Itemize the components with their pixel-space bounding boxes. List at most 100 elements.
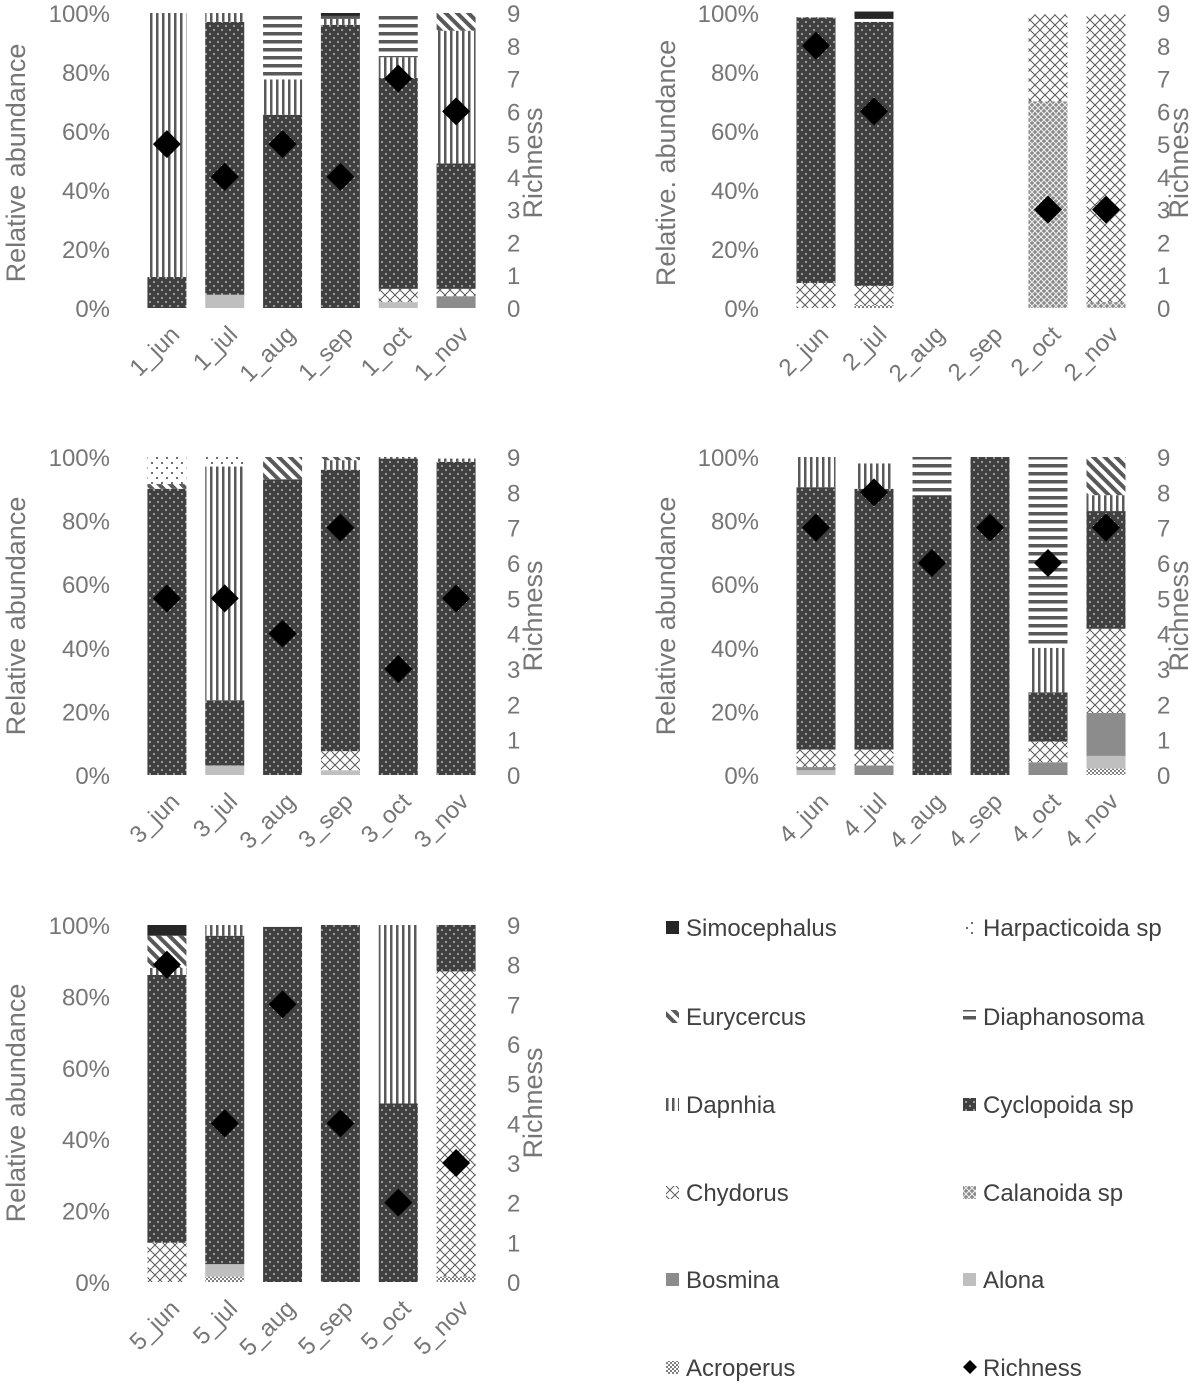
legend-label-chydorus: Chydorus — [686, 1180, 789, 1207]
y2-tick-label: 6 — [1157, 551, 1170, 578]
y-tick-label: 80% — [62, 60, 110, 87]
bar-segment-dapnhia — [205, 925, 245, 936]
y2-tick-label: 4 — [1157, 622, 1170, 649]
richness-marker — [442, 97, 471, 126]
bar-segment-bosmina — [854, 765, 894, 775]
bar-segment-dapnhia — [378, 925, 418, 1104]
legend-swatch-acroperus — [666, 1361, 679, 1374]
y2-tick-label: 0 — [1157, 763, 1170, 790]
y2-tick-label: 0 — [507, 296, 520, 323]
richness-marker — [384, 64, 413, 93]
bar-segment-dapnhia — [1028, 647, 1068, 693]
x-tick-label: 4_nov — [1059, 788, 1124, 853]
richness-marker — [326, 1109, 355, 1138]
x-tick-label: 1_aug — [235, 321, 301, 387]
richness-marker — [802, 513, 830, 542]
legend-swatch-dapnhia — [666, 1098, 679, 1111]
richness-marker — [1034, 549, 1062, 577]
bar-segment-cyclopoida-sp — [320, 469, 360, 752]
y2-tick-label: 8 — [1157, 34, 1170, 61]
bar-segment-dapnhia — [1086, 495, 1126, 512]
bar-segment-cyclopoida-sp — [320, 925, 360, 1282]
richness-marker — [1092, 513, 1120, 542]
legend-label-richness: Richness — [983, 1355, 1082, 1382]
y2-tick-label: 5 — [1157, 586, 1170, 613]
x-tick-label: 3_sep — [293, 788, 358, 853]
legend-swatch-chydorus — [666, 1186, 679, 1199]
bar-segment-simocephalus — [147, 925, 187, 936]
y2-tick-label: 4 — [507, 622, 520, 649]
legend-swatch-calanoida-sp — [963, 1186, 976, 1199]
bar-segment-chydorus — [378, 288, 418, 303]
bar-segment-bosmina — [1086, 712, 1126, 756]
bar-segment-cyclopoida-sp — [205, 700, 245, 766]
y2-tick-label: 3 — [507, 1151, 520, 1178]
x-tick-label: 5_nov — [409, 1295, 474, 1360]
y2-tick-label: 1 — [1157, 263, 1170, 290]
legend-swatch-cyclopoida-sp — [963, 1098, 976, 1111]
x-tick-label: 2_oct — [1006, 321, 1067, 382]
bar-segment-diaphanosoma — [320, 15, 360, 19]
y-tick-label: 60% — [711, 572, 759, 599]
bar-segment-dapnhia — [378, 457, 418, 459]
x-tick-label: 5_aug — [235, 1295, 301, 1361]
x-tick-label: 2_aug — [884, 321, 950, 387]
y-axis-title: Relative abundance — [1, 44, 31, 283]
legend-label-diaphanosoma: Diaphanosoma — [983, 1004, 1145, 1031]
bar-segment-eurycercus — [436, 13, 476, 31]
y-tick-label: 20% — [711, 237, 759, 264]
y-tick-label: 80% — [62, 509, 110, 536]
richness-marker — [268, 990, 297, 1019]
legend-swatch-richness — [963, 1360, 977, 1374]
y2-tick-label: 8 — [507, 34, 520, 61]
panel-site-5: 0% 20% 40% 60% 80% 100% 0 1 2 3 4 5 6 7 8 9 Relative abu… — [1, 913, 548, 1361]
y2-tick-label: 6 — [507, 99, 520, 126]
x-tick-label: 4_oct — [1006, 788, 1067, 849]
y-tick-label: 40% — [62, 636, 110, 663]
y2-tick-label: 8 — [1157, 480, 1170, 507]
richness-marker — [152, 950, 181, 979]
bar-segment-cyclopoida-sp — [912, 495, 952, 775]
x-tick-label: 2_sep — [943, 321, 1008, 386]
legend-label-cyclopoida-sp: Cyclopoida sp — [983, 1092, 1134, 1119]
bar-segment-cyclopoida-sp — [970, 457, 1010, 775]
y-tick-label: 100% — [49, 1, 110, 28]
x-tick-label: 4_sep — [943, 788, 1008, 853]
x-tick-label: 3_oct — [356, 788, 417, 849]
panel-site-2: 0% 20% 40% 60% 80% 100% 0 1 2 3 4 5 6 7 8 9 Relative. ab… — [651, 1, 1194, 387]
bar-segment-cyclopoida-sp — [436, 925, 476, 972]
panel-site-1: 0% 20% 40% 60% 80% 100% 0 1 2 3 4 5 6 7 8 9 Relative abu… — [1, 1, 548, 387]
y-tick-label: 0% — [75, 763, 110, 790]
richness-marker — [210, 1109, 239, 1138]
bar-segment-alona — [205, 765, 245, 775]
x-tick-label: 1_nov — [409, 321, 474, 386]
y-tick-label: 100% — [49, 445, 110, 472]
legend-swatch-harpacticoida-sp — [963, 921, 976, 934]
bar-segment-chydorus — [796, 749, 836, 768]
legend-label-acroperus: Acroperus — [686, 1355, 795, 1382]
x-tick-label: 5_oct — [356, 1295, 417, 1356]
y2-axis-title: Richness — [518, 107, 548, 218]
y-tick-label: 60% — [711, 119, 759, 146]
x-tick-label: 5_jun — [125, 1295, 186, 1356]
bar-segment-cyclopoida-sp — [436, 163, 476, 289]
y2-tick-label: 2 — [1157, 230, 1170, 257]
y-tick-label: 20% — [62, 237, 110, 264]
bar-segment-alona — [1086, 755, 1126, 769]
bar-segment-acroperus — [205, 1276, 245, 1282]
y2-axis-title: Richness — [518, 560, 548, 671]
y2-tick-label: 2 — [507, 692, 520, 719]
bar-segment-diaphanosoma — [263, 925, 303, 927]
y-tick-label: 80% — [711, 60, 759, 87]
bar-segment-dapnhia — [263, 79, 303, 115]
legend-swatch-diaphanosoma — [963, 1010, 976, 1023]
bar-segment-cyclopoida-sp — [205, 935, 245, 1265]
y-tick-label: 40% — [62, 178, 110, 205]
bar-segment-harpacticoida-sp — [854, 18, 894, 22]
legend-swatch-simocephalus — [666, 921, 679, 934]
richness-marker — [210, 162, 239, 191]
legend-label-bosmina: Bosmina — [686, 1267, 780, 1294]
bar-segment-cyclopoida-sp — [147, 488, 187, 775]
richness-marker — [326, 513, 355, 542]
